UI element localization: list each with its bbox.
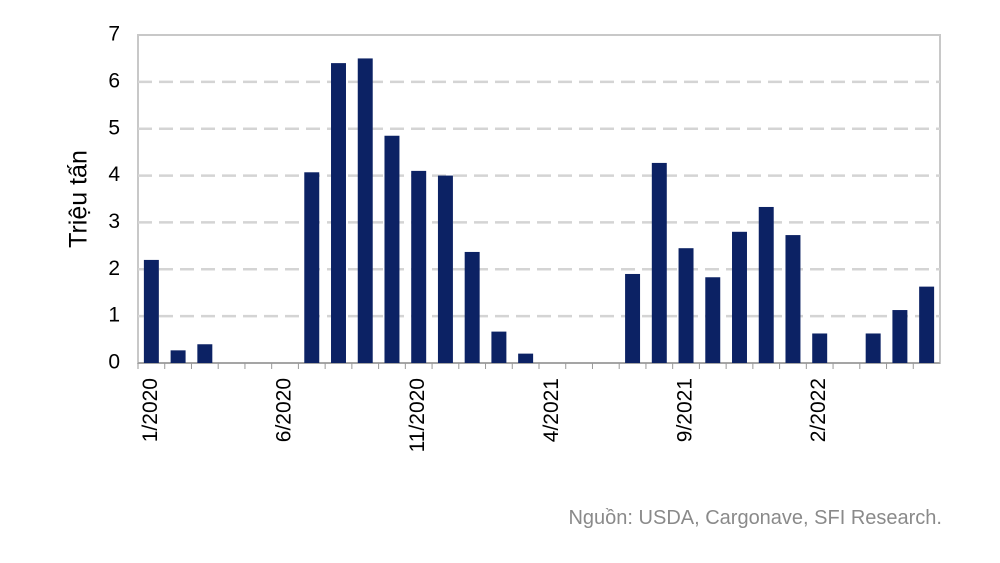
bar bbox=[758, 206, 774, 363]
bar bbox=[678, 248, 694, 363]
x-tick-label: 1/2020 bbox=[139, 378, 162, 442]
bar bbox=[491, 331, 507, 363]
bar bbox=[518, 353, 534, 363]
y-tick-label: 1 bbox=[108, 304, 120, 327]
bar bbox=[197, 344, 213, 363]
bar bbox=[705, 277, 721, 363]
bar bbox=[651, 162, 667, 363]
plot-frame bbox=[137, 34, 941, 364]
bar bbox=[892, 310, 908, 363]
source-note: Nguồn: USDA, Cargonave, SFI Research. bbox=[568, 507, 942, 529]
bar bbox=[464, 251, 480, 363]
bar bbox=[919, 286, 935, 363]
x-tick-label: 11/2020 bbox=[406, 378, 429, 452]
bar bbox=[357, 58, 373, 364]
x-tick-label: 4/2021 bbox=[540, 378, 563, 442]
bar bbox=[625, 273, 641, 363]
bar bbox=[865, 333, 881, 363]
x-tick-label: 2/2022 bbox=[807, 378, 830, 442]
y-tick-label: 7 bbox=[108, 23, 120, 46]
y-tick-label: 0 bbox=[108, 351, 120, 374]
y-tick-label: 3 bbox=[108, 210, 120, 233]
y-axis-label: Triệu tấn bbox=[65, 150, 93, 248]
y-tick-label: 6 bbox=[108, 69, 120, 92]
x-tick-label: 9/2021 bbox=[674, 378, 697, 442]
bar bbox=[304, 172, 320, 363]
bar bbox=[170, 350, 186, 363]
bar bbox=[143, 259, 159, 363]
bar bbox=[411, 170, 427, 363]
bar bbox=[732, 231, 747, 363]
bar bbox=[331, 63, 346, 363]
bar bbox=[437, 175, 453, 363]
bar bbox=[384, 135, 400, 363]
bar bbox=[812, 333, 828, 363]
y-tick-label: 4 bbox=[108, 163, 120, 186]
bar bbox=[785, 235, 801, 363]
x-tick-label: 6/2020 bbox=[273, 378, 296, 442]
y-tick-label: 5 bbox=[108, 116, 120, 139]
y-tick-label: 2 bbox=[108, 257, 120, 280]
